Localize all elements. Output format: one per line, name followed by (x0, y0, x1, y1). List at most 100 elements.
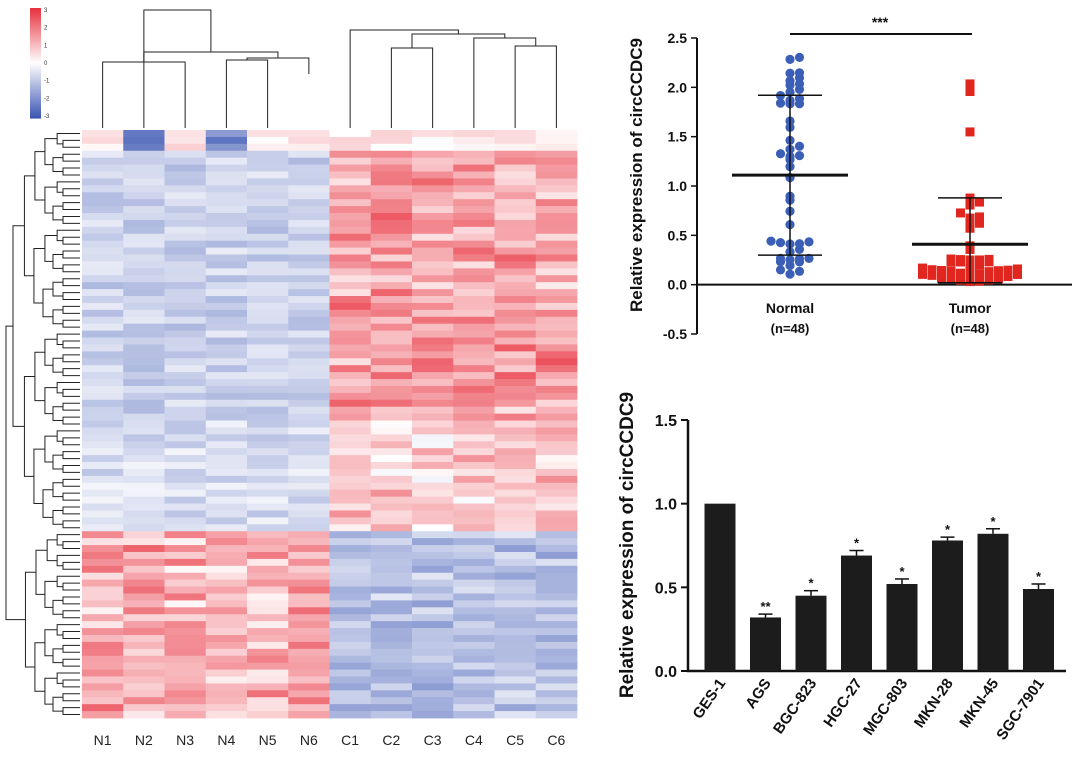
heatmap-cell (453, 254, 495, 262)
dendrogram-branch (44, 186, 58, 214)
color-scale-segment (30, 66, 41, 70)
heatmap-cell (247, 607, 289, 615)
dendrogram-branch (62, 368, 80, 377)
heatmap-cell (494, 358, 537, 366)
heatmap-cell (329, 157, 372, 165)
heatmap-cell (205, 711, 248, 719)
scatter-point-normal (794, 266, 805, 276)
heatmap-cell (535, 468, 578, 477)
heatmap-cell (412, 531, 454, 539)
heatmap-cell (123, 302, 165, 311)
heatmap-cell (82, 648, 124, 657)
heatmap-cell (288, 607, 330, 615)
heatmap-cell (247, 240, 289, 248)
heatmap-cell (453, 226, 495, 235)
color-scale-segment (30, 50, 41, 53)
heatmap-cell (247, 136, 289, 145)
heatmap-cell (329, 233, 372, 242)
heatmap-cell (205, 628, 248, 636)
heatmap-column-label: N2 (135, 732, 153, 748)
heatmap-cell (123, 406, 165, 415)
heatmap-cell (164, 309, 207, 318)
heatmap-cell (205, 185, 248, 193)
heatmap-cell (82, 413, 124, 421)
heatmap-cell (453, 448, 495, 456)
heatmap-cell (535, 489, 578, 498)
heatmap-cell (412, 406, 454, 415)
heatmap-cell (535, 206, 578, 214)
heatmap-cell (494, 489, 537, 498)
heatmap-cell (82, 503, 124, 511)
color-scale-segment (30, 61, 41, 64)
heatmap-cell (412, 309, 454, 318)
heatmap-cell (205, 475, 248, 484)
heatmap-cell (535, 510, 578, 518)
heatmap-cell (288, 185, 330, 193)
heatmap-cell (123, 427, 165, 435)
heatmap-cell (412, 275, 454, 283)
heatmap-cell (329, 482, 372, 491)
heatmap-cell (164, 669, 207, 677)
heatmap-column-label: C5 (506, 732, 524, 748)
scatter-point-normal (785, 87, 795, 97)
bar-y-tick-label: 0.0 (655, 664, 677, 681)
heatmap-cell (494, 206, 537, 214)
heatmap-cell (247, 413, 289, 421)
scatter-point-tumor (994, 274, 1003, 284)
heatmap-cell (82, 213, 124, 221)
heatmap-cell (535, 434, 578, 442)
heatmap-cell (494, 628, 537, 636)
heatmap-cell (205, 482, 248, 491)
heatmap-cell (82, 641, 124, 650)
heatmap-cell (370, 690, 413, 698)
heatmap-column-label: C2 (382, 732, 400, 748)
heatmap-cell (82, 621, 124, 629)
heatmap-cell (329, 240, 372, 248)
heatmap-cell (82, 392, 124, 401)
heatmap-cell (412, 441, 454, 449)
heatmap-cell (494, 213, 537, 221)
bar-category-label: HGC-27 (820, 676, 865, 731)
heatmap-cell (453, 586, 495, 594)
heatmap-cell (494, 551, 537, 560)
heatmap-cell (329, 358, 372, 366)
heatmap-cell (535, 462, 578, 470)
heatmap-cell (164, 136, 207, 145)
dendrogram-branch (44, 387, 58, 415)
heatmap-cell (412, 178, 454, 186)
color-scale-tick-label: -3 (44, 114, 50, 120)
heatmap-cell (412, 586, 454, 594)
heatmap-cell (123, 344, 165, 352)
heatmap-cell (329, 634, 372, 643)
heatmap-cell (412, 655, 454, 664)
heatmap-cell (82, 406, 124, 415)
heatmap-cell (82, 572, 124, 581)
heatmap-cell (494, 157, 537, 165)
dendrogram-branch (56, 132, 80, 145)
heatmap-cell (288, 496, 330, 504)
heatmap-cell (288, 683, 330, 691)
dendrogram-branch (52, 157, 63, 173)
heatmap-cell (288, 614, 330, 622)
heatmap-cell (370, 600, 413, 608)
scatter-y-tick-label: 1.5 (668, 129, 688, 145)
heatmap-cell (247, 662, 289, 670)
heatmap-cell (205, 496, 248, 504)
heatmap-cell (247, 337, 289, 345)
heatmap-cell (288, 261, 330, 269)
heatmap-cell (82, 385, 124, 394)
heatmap-cell (412, 392, 454, 401)
bar-significance-label: * (945, 522, 951, 537)
heatmap-cell (205, 143, 248, 152)
heatmap-cell (370, 254, 413, 262)
heatmap-cell (288, 136, 330, 145)
heatmap-cell (370, 150, 413, 159)
dendrogram-branch (56, 333, 80, 345)
dendrogram-branch (62, 292, 80, 300)
heatmap-cell (82, 157, 124, 165)
heatmap-cell (247, 282, 289, 290)
heatmap-cell (288, 316, 330, 325)
heatmap-cell (329, 434, 372, 442)
heatmap-column-label: C4 (465, 732, 483, 748)
dendrogram-branch (44, 138, 58, 166)
